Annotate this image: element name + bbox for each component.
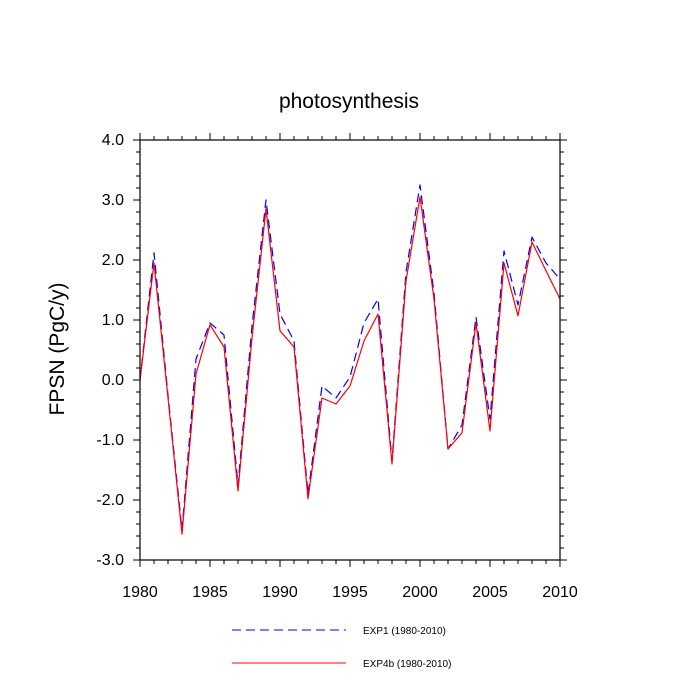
x-tick-label: 2010 xyxy=(542,584,578,601)
y-tick-label: 4.0 xyxy=(102,132,124,149)
legend-exp1-label: EXP1 (1980-2010) xyxy=(363,626,446,637)
x-tick-label: 2000 xyxy=(402,584,438,601)
y-tick-label: 1.0 xyxy=(102,312,124,329)
legend-exp4b-label: EXP4b (1980-2010) xyxy=(363,659,451,670)
y-tick-label: -1.0 xyxy=(96,432,124,449)
legend: EXP1 (1980-2010) EXP4b (1980-2010) xyxy=(232,626,451,670)
plot-frame xyxy=(139,139,561,561)
series-group xyxy=(139,184,561,535)
y-tick-label: 2.0 xyxy=(102,252,124,269)
axis-ticks: -3.0 -2.0 -1.0 0.0 1.0 2.0 3.0 4.0 1980 1985 1990 1… xyxy=(96,132,577,601)
series-exp1-line xyxy=(139,184,561,531)
x-tick-label: 1985 xyxy=(192,584,228,601)
x-tick-label: 1990 xyxy=(262,584,298,601)
x-tick-label: 2005 xyxy=(472,584,508,601)
y-tick-label: 0.0 xyxy=(102,372,124,389)
y-tick-label: -2.0 xyxy=(96,492,124,509)
y-axis-label: FPSN (PgC/y) xyxy=(46,282,69,415)
x-tick-label: 1980 xyxy=(122,584,158,601)
y-tick-label: -3.0 xyxy=(96,552,124,569)
series-exp4b-line xyxy=(139,196,561,535)
x-tick-label: 1995 xyxy=(332,584,368,601)
chart-title: photosynthesis xyxy=(279,90,419,113)
y-tick-label: 3.0 xyxy=(102,192,124,209)
